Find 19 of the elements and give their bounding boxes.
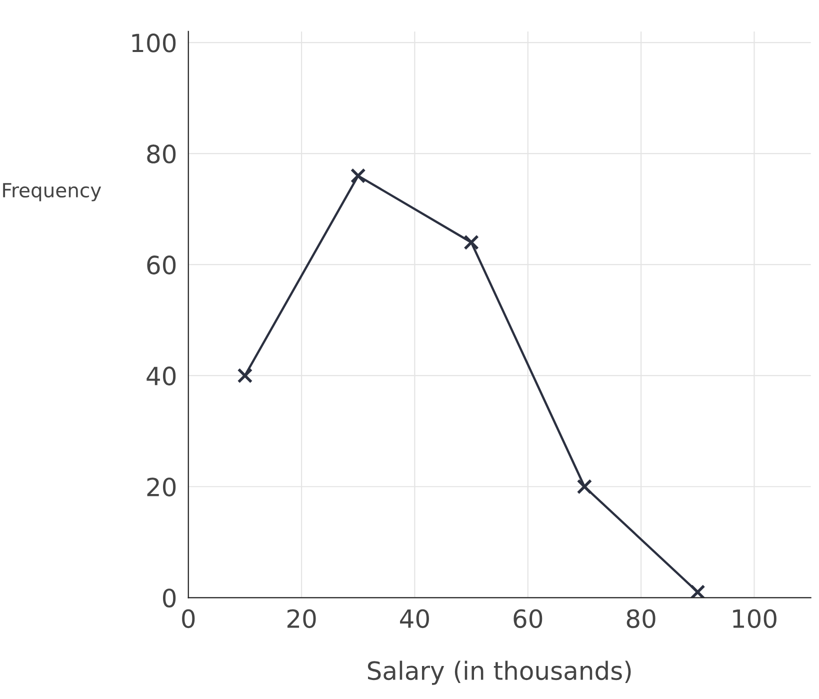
- x-axis-title: Salary (in thousands): [368, 660, 631, 685]
- y-tick-label: 0: [163, 588, 176, 608]
- y-tick-label: 80: [147, 144, 176, 164]
- x-tick-label: 0: [182, 609, 195, 628]
- x-tick-label: 100: [733, 609, 776, 628]
- point: [576, 478, 592, 494]
- y-tick-label: 100: [132, 34, 176, 52]
- x-tick-label: 60: [514, 609, 542, 628]
- y-tick-label: 20: [147, 478, 176, 496]
- y-tick-label: 60: [147, 256, 176, 274]
- point: [237, 368, 253, 384]
- point: [690, 584, 706, 598]
- y-axis-title: Frequency: [3, 183, 102, 202]
- x-tick-label: 80: [626, 609, 656, 628]
- x-tick-label: 40: [400, 609, 429, 628]
- y-tick-label: 40: [146, 366, 176, 386]
- point: [350, 168, 366, 184]
- point: [464, 234, 479, 250]
- x-tick-label: 20: [287, 609, 316, 628]
